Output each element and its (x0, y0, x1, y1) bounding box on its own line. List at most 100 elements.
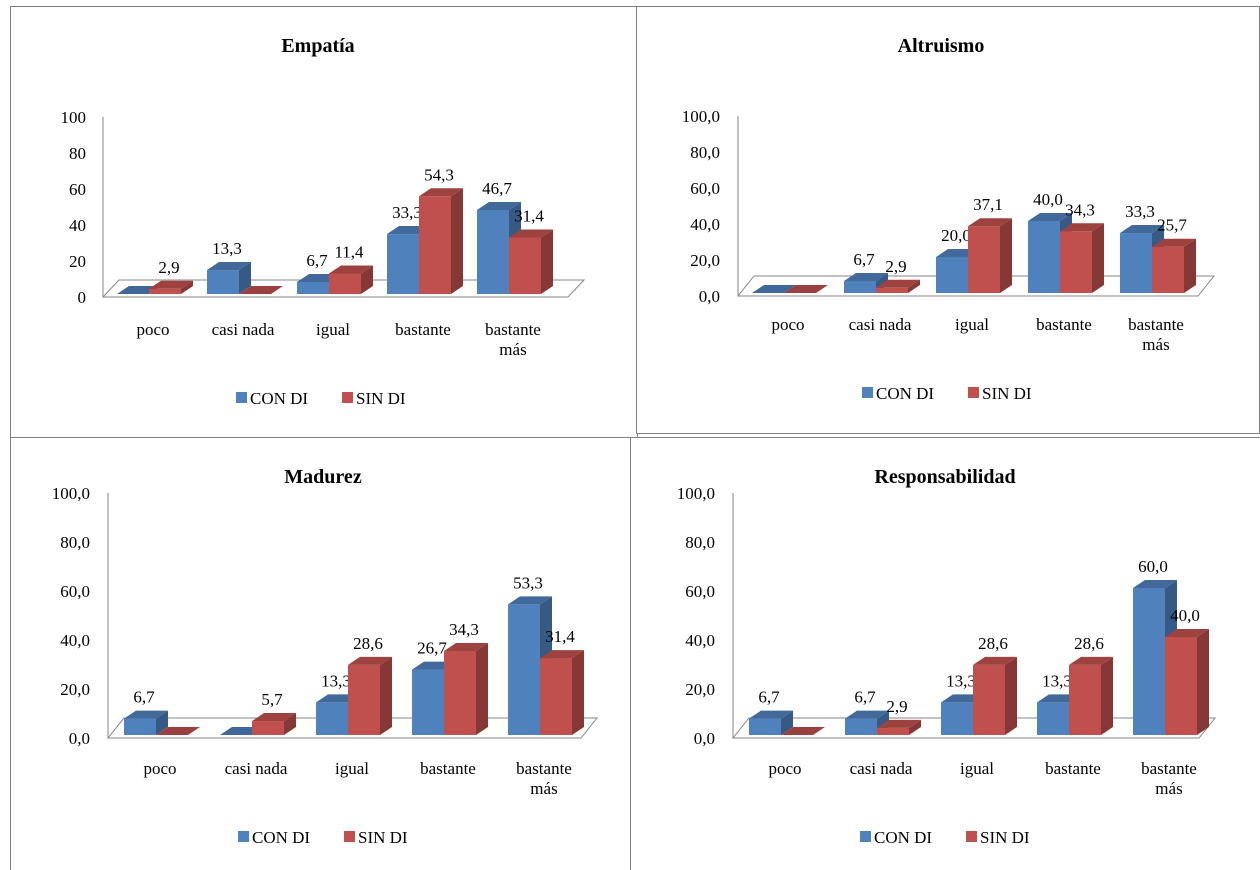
x-tick-label: bastante (1045, 759, 1101, 778)
bar-front (1133, 588, 1165, 735)
bar-side (361, 265, 373, 294)
x-tick-label: más (1155, 779, 1182, 798)
bar-side (451, 188, 463, 294)
bar-front (1120, 233, 1152, 293)
bar-side (181, 280, 193, 294)
bar-front (124, 718, 156, 735)
bar-sin-di (781, 727, 825, 735)
bar-front (876, 287, 908, 293)
bar-front (297, 281, 329, 294)
bar-top (781, 727, 825, 735)
bar-top (1133, 580, 1177, 588)
bar-front (329, 273, 361, 294)
legend-label: CON DI (876, 384, 934, 403)
y-tick-label: 80,0 (60, 533, 90, 552)
bar-top (207, 262, 251, 271)
bar-front (1060, 231, 1092, 293)
bar-side (541, 229, 553, 294)
legend-label: SIN DI (358, 828, 408, 847)
bar-side (1184, 238, 1196, 293)
y-tick-label: 20,0 (60, 680, 90, 699)
bar-top (749, 710, 793, 719)
x-tick-label: bastante (516, 759, 572, 778)
bar-top (156, 727, 200, 735)
data-label: 34,3 (449, 620, 479, 639)
data-label: 6,7 (133, 688, 155, 707)
y-tick-label: 100,0 (677, 484, 715, 503)
data-label: 60,0 (1138, 557, 1168, 576)
bar-side (909, 719, 921, 735)
bar-top (477, 201, 521, 210)
data-label: 28,6 (353, 634, 383, 653)
legend-label: SIN DI (980, 828, 1030, 847)
bar-top (419, 188, 463, 197)
bar-sin-di (784, 285, 828, 293)
y-tick-label: 20,0 (685, 680, 715, 699)
data-label: 28,6 (978, 634, 1008, 653)
chart-altruismo: Altruismo 0,0 20,0 40,0 60,0 80,0 100,0 poco 6,7… (682, 35, 1216, 403)
bar-top (877, 719, 921, 728)
y-tick-label: 0,0 (699, 287, 720, 306)
bar-front (252, 721, 284, 735)
bar-top (124, 710, 168, 719)
bar-front (973, 664, 1005, 735)
bar-side (781, 710, 793, 735)
data-label: 20,0 (941, 226, 971, 245)
x-tick-label: igual (316, 320, 350, 339)
bar-front (207, 270, 239, 294)
data-label: 34,3 (1065, 200, 1095, 219)
x-tick-label: poco (143, 759, 176, 778)
bar-front (936, 257, 968, 293)
legend-swatch-con-di (238, 831, 249, 842)
y-tick-label: 100,0 (682, 107, 720, 126)
y-tick-label: 0,0 (694, 729, 715, 748)
chart-empatia: Empatía 0 20 40 60 80 100 2,9 poco 13,3 casi nada 6… (61, 35, 586, 408)
bar-front (477, 209, 509, 294)
data-label: 2,9 (886, 697, 907, 716)
x-tick-label: igual (335, 759, 369, 778)
data-label: 40,0 (1170, 606, 1200, 625)
y-tick-label: 80,0 (690, 143, 720, 162)
bar-front (845, 718, 877, 735)
y-tick-label: 40,0 (685, 631, 715, 650)
bar-top (1028, 213, 1072, 221)
chart-panel-altruismo (636, 6, 1260, 434)
y-tick-label: 80 (69, 144, 86, 163)
x-tick-label: igual (960, 759, 994, 778)
y-tick-label: 40,0 (690, 215, 720, 234)
y-tick-label: 0,0 (69, 729, 90, 748)
x-tick-label: casi nada (850, 759, 913, 778)
bar-front (1028, 221, 1060, 293)
bar-top (784, 285, 828, 293)
bar-top (540, 650, 584, 659)
data-label: 40,0 (1033, 190, 1063, 209)
data-label: 28,6 (1074, 634, 1104, 653)
y-tick-label: 40 (69, 216, 86, 235)
bar-top (149, 280, 193, 289)
x-tick-label: bastante (1036, 315, 1092, 334)
bar-front (877, 727, 909, 735)
legend-swatch-con-di (860, 831, 871, 842)
bar-con-di (124, 710, 168, 735)
y-tick-label: 60,0 (60, 582, 90, 601)
bar-sin-di (419, 188, 463, 294)
bar-top (844, 272, 888, 281)
bar-top (252, 713, 296, 722)
data-label: 13,3 (946, 671, 976, 690)
bar-sin-di (973, 656, 1017, 735)
bar-sin-di (252, 713, 296, 735)
bar-sin-di (1069, 656, 1113, 735)
chart-title: Empatía (281, 35, 354, 57)
bar-top (973, 656, 1017, 665)
legend-label: CON DI (874, 828, 932, 847)
bar-sin-di (540, 650, 584, 735)
bar-side (476, 642, 488, 735)
bar-sin-di (877, 719, 921, 735)
x-tick-label: bastante (1128, 315, 1184, 334)
bar-front (387, 234, 419, 294)
data-label: 25,7 (1157, 216, 1187, 235)
bar-side (1092, 223, 1104, 293)
bar-top (1152, 238, 1196, 247)
x-tick-label: bastante (485, 320, 541, 339)
bar-top (752, 285, 796, 293)
